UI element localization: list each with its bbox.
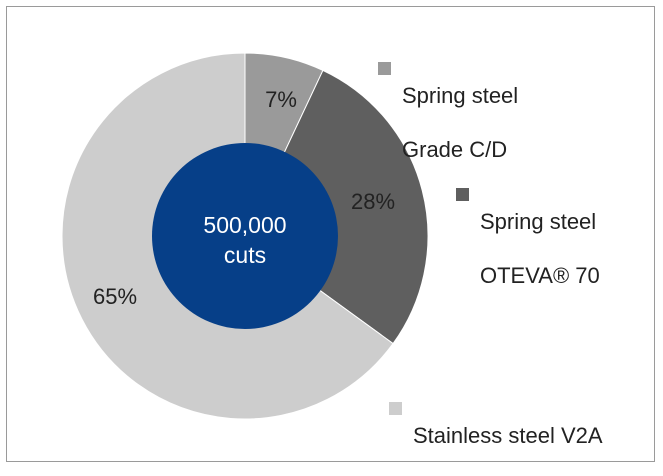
slice-oteva bbox=[244, 69, 429, 345]
legend-item-v2a: Stainless steel V2A bbox=[389, 395, 649, 448]
slice-label-grade-cd: 7% bbox=[265, 87, 297, 112]
center-label-line1: 500,000 bbox=[203, 212, 286, 238]
center-label-line2: cuts bbox=[224, 242, 266, 268]
legend-item-grade-cd: Spring steel Grade C/D bbox=[378, 55, 578, 162]
legend-swatch-oteva bbox=[456, 188, 469, 201]
legend-swatch-v2a bbox=[389, 402, 402, 415]
slice-label-v2a: 65% bbox=[93, 284, 137, 309]
legend-label-grade-cd-line2: Grade C/D bbox=[402, 137, 508, 162]
legend-label-v2a: Stainless steel V2A bbox=[413, 395, 603, 476]
legend-label-grade-cd: Spring steel Grade C/D bbox=[402, 55, 518, 190]
legend-item-oteva: Spring steel OTEVA® 70 bbox=[456, 181, 656, 288]
center-circle bbox=[152, 143, 338, 329]
legend-swatch-grade-cd bbox=[378, 62, 391, 75]
slice-label-oteva: 28% bbox=[351, 189, 395, 214]
legend-label-v2a-line1: Stainless steel V2A bbox=[413, 423, 603, 448]
legend-label-oteva-line1: Spring steel bbox=[480, 209, 597, 234]
legend-label-oteva-line2: OTEVA® 70 bbox=[480, 263, 600, 288]
legend-label-grade-cd-line1: Spring steel bbox=[402, 83, 519, 108]
legend-label-oteva: Spring steel OTEVA® 70 bbox=[480, 181, 600, 316]
